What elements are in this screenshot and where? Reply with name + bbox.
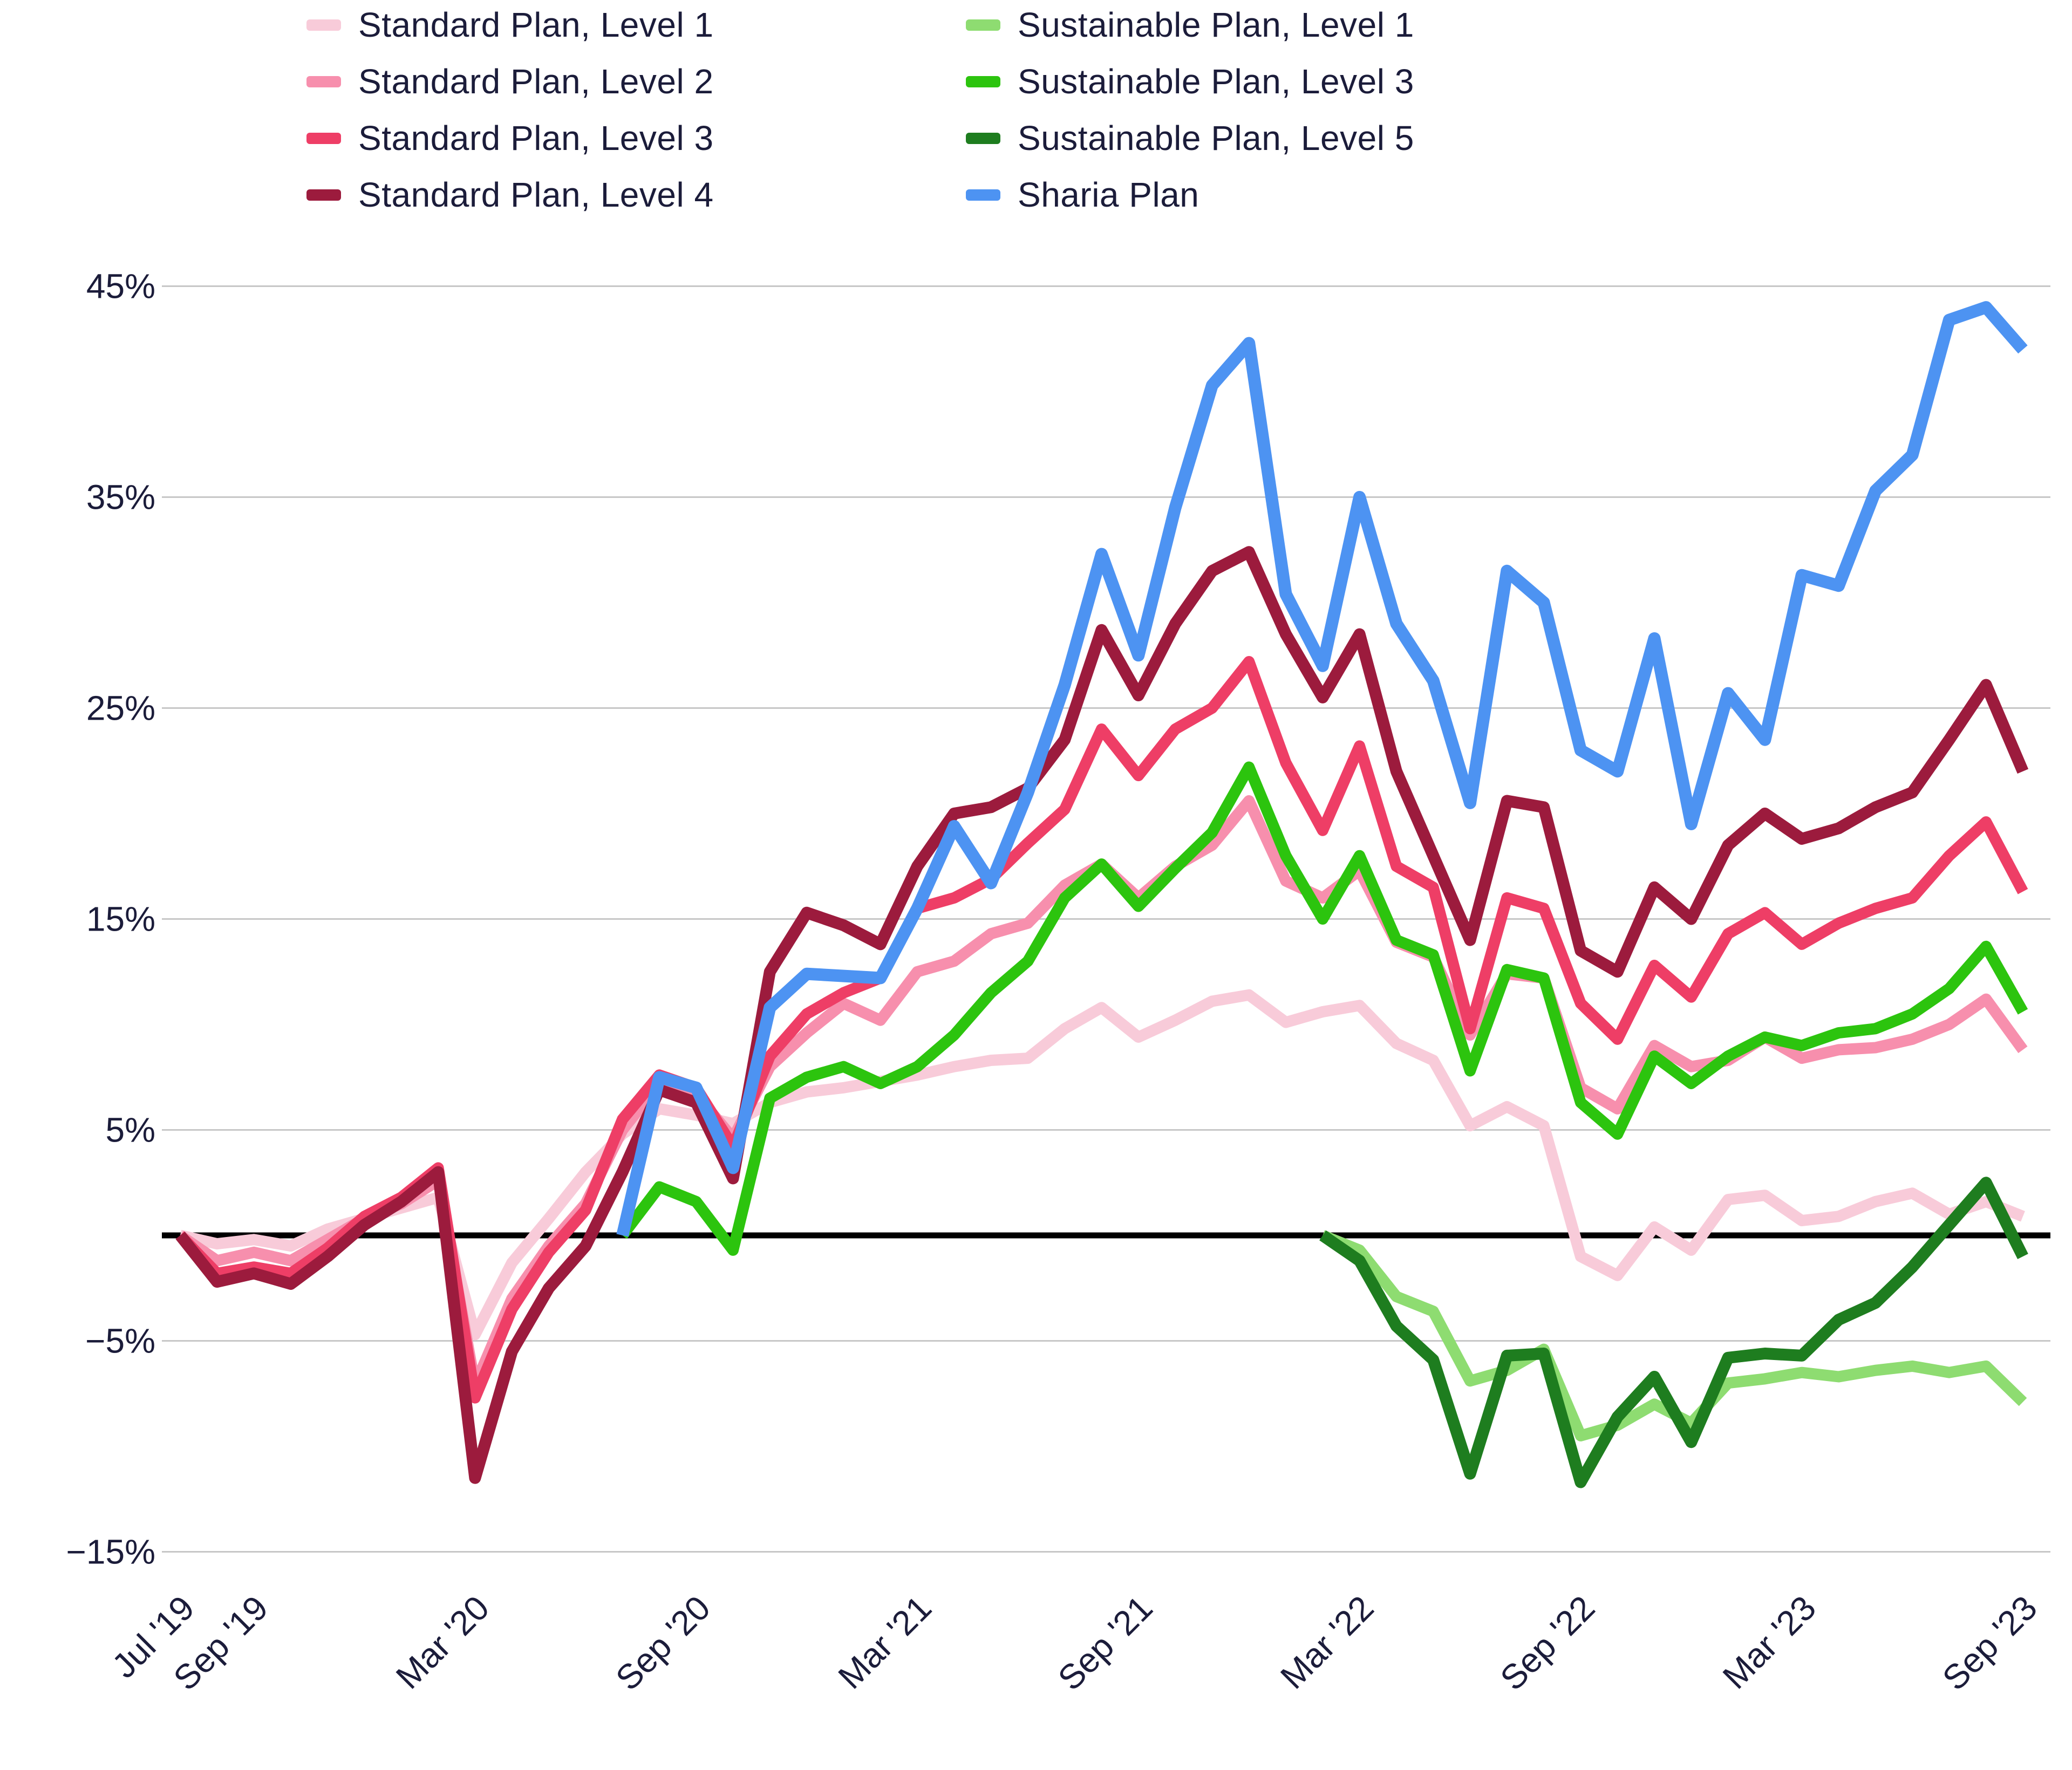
series-line-standard-plan-level-1 [179,989,2025,1341]
x-axis-label-mar-20: Mar '20 [388,1588,496,1696]
y-axis-label-25: 25% [86,689,155,728]
series-line-standard-plan-level-4 [175,546,2029,1484]
legend-swatch-sustainable-level-5-icon [966,132,1000,144]
legend-swatch-standard-level-4-icon [306,189,341,201]
legend-column-left: Standard Plan, Level 1 Standard Plan, Le… [306,5,714,214]
series-line-sustainable-plan-level-5 [1319,1177,2028,1488]
x-axis-label-sep-22: Sep '22 [1492,1588,1602,1698]
legend-swatch-sustainable-level-1-icon [966,19,1000,31]
legend-label-standard-level-1: Standard Plan, Level 1 [358,5,714,44]
legend-item-sharia-plan: Sharia Plan [966,175,1414,214]
legend-item-sustainable-level-3: Sustainable Plan, Level 3 [966,62,1414,101]
y-axis-label-35: 35% [86,478,155,517]
legend-item-standard-level-1: Standard Plan, Level 1 [306,5,714,44]
y-axis-label--15: −15% [66,1533,155,1571]
x-axis-label-mar-22: Mar '22 [1273,1588,1381,1696]
legend-label-standard-level-3: Standard Plan, Level 3 [358,119,714,158]
x-axis-label-sep-21: Sep '21 [1051,1588,1160,1698]
series-line-sustainable-plan-level-3 [618,761,2028,1256]
legend-label-sustainable-level-3: Sustainable Plan, Level 3 [1018,62,1414,101]
x-axis-label-sep-20: Sep '20 [608,1588,718,1698]
x-axis-label-mar-21: Mar '21 [831,1588,939,1696]
legend-item-sustainable-level-1: Sustainable Plan, Level 1 [966,5,1414,44]
legend-label-standard-level-2: Standard Plan, Level 2 [358,62,714,101]
legend-swatch-standard-level-2-icon [306,76,341,87]
series-line-standard-plan-level-3 [176,656,2028,1404]
legend-column-right: Sustainable Plan, Level 1 Sustainable Pl… [966,5,1414,214]
legend-label-standard-level-4: Standard Plan, Level 4 [358,175,714,214]
x-axis-label-mar-23: Mar '23 [1715,1588,1823,1696]
legend-label-sustainable-level-5: Sustainable Plan, Level 5 [1018,119,1414,158]
y-axis-label--5: −5% [85,1322,155,1361]
y-axis-label-45: 45% [86,267,155,306]
y-axis-label-5: 5% [106,1111,156,1150]
legend-label-sustainable-level-1: Sustainable Plan, Level 1 [1018,5,1414,44]
x-axis-label-sep-23: Sep '23 [1935,1588,2044,1698]
legend-label-sharia-plan: Sharia Plan [1018,175,1199,214]
legend-item-standard-level-4: Standard Plan, Level 4 [306,175,714,214]
legend-swatch-standard-level-1-icon [306,19,341,31]
legend-item-sustainable-level-5: Sustainable Plan, Level 5 [966,119,1414,158]
legend-item-standard-level-2: Standard Plan, Level 2 [306,62,714,101]
series-line-sharia-plan [616,301,2028,1237]
y-axis-label-15: 15% [86,900,155,939]
legend-swatch-sustainable-level-3-icon [966,76,1000,87]
legend-item-standard-level-3: Standard Plan, Level 3 [306,119,714,158]
legend-swatch-sharia-plan-icon [966,189,1000,201]
legend-swatch-standard-level-3-icon [306,132,341,144]
